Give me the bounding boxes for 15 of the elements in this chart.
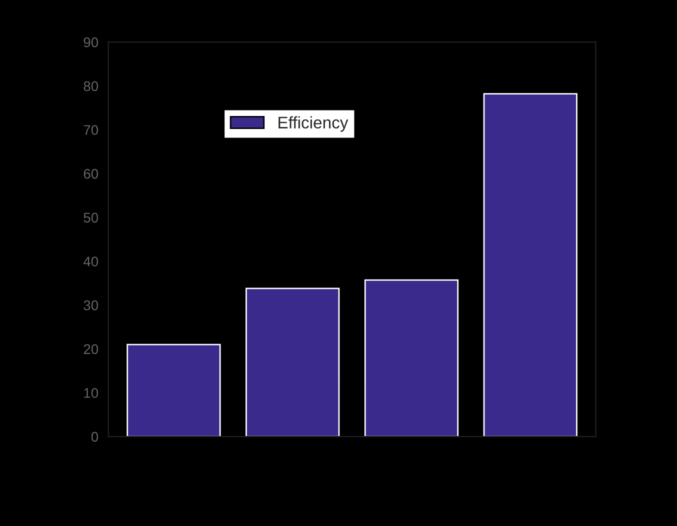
y-tick-label: 80: [84, 81, 98, 92]
y-tick-label: 60: [84, 168, 98, 179]
bar: [246, 288, 340, 437]
y-tick-label: 0: [91, 432, 98, 442]
y-tick-label: 40: [83, 256, 98, 266]
y-tick-label: 20: [84, 344, 98, 354]
legend-label: Efficiency: [278, 116, 348, 132]
y-tick-label: 90: [84, 37, 98, 48]
y-tick-label: 30: [84, 300, 98, 310]
y-tick-label: 70: [84, 125, 98, 135]
bar: [483, 93, 578, 437]
y-tick-label: 50: [84, 212, 98, 223]
bar: [126, 344, 221, 437]
bar: [364, 279, 459, 437]
y-tick-label: 10: [84, 388, 98, 398]
